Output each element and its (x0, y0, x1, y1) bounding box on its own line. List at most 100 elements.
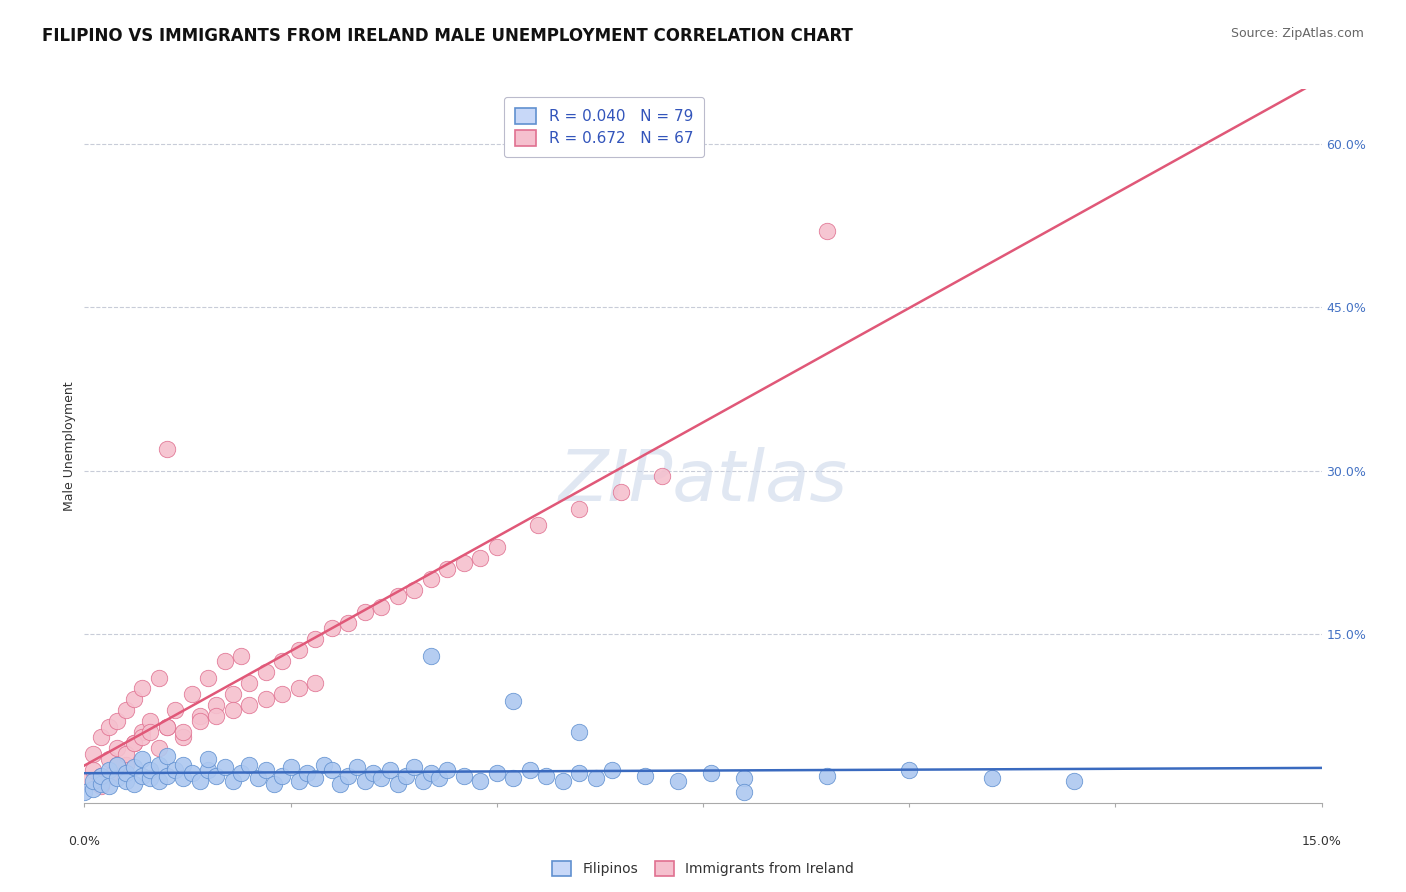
Point (404, 583, 426, 598)
Point (527, 518, 550, 533)
Point (172, 757, 194, 772)
Text: Source: ZipAtlas.com: Source: ZipAtlas.com (1230, 27, 1364, 40)
Point (329, 777, 352, 791)
Point (246, 771, 269, 785)
Point (165, 703, 187, 717)
Point (180, 687, 202, 701)
Point (295, 766, 318, 780)
Point (519, 763, 541, 777)
Text: 0.0%: 0.0% (69, 835, 100, 848)
Point (148, 741, 170, 756)
Point (470, 774, 492, 789)
Point (188, 774, 211, 789)
Point (214, 760, 236, 774)
Point (82, 781, 104, 796)
Point (98, 720, 121, 734)
Point (105, 741, 128, 756)
Point (651, 469, 673, 483)
Point (139, 771, 162, 785)
Point (172, 731, 194, 745)
Point (148, 671, 170, 685)
Point (427, 771, 450, 785)
Point (188, 714, 211, 728)
Point (172, 725, 194, 739)
Point (98, 763, 121, 777)
Point (271, 687, 294, 701)
Point (90, 768, 112, 782)
Point (73, 774, 96, 789)
Point (361, 766, 384, 780)
Point (131, 768, 153, 782)
Point (139, 714, 162, 728)
Point (412, 774, 434, 789)
Point (131, 681, 153, 696)
Point (73, 785, 96, 799)
Point (172, 771, 194, 785)
Point (288, 774, 311, 789)
Point (122, 692, 145, 706)
Point (90, 768, 112, 782)
Point (114, 766, 136, 780)
Point (131, 731, 153, 745)
Point (568, 725, 591, 739)
Point (156, 442, 179, 456)
Point (197, 671, 219, 685)
Point (353, 774, 375, 789)
Point (700, 766, 723, 780)
Point (122, 777, 145, 791)
Point (148, 774, 170, 789)
Point (634, 768, 657, 782)
Point (122, 736, 145, 750)
Point (321, 763, 343, 777)
Point (114, 757, 136, 772)
Point (568, 766, 591, 780)
Point (131, 752, 153, 766)
Point (271, 768, 294, 782)
Point (600, 763, 623, 777)
Point (98, 768, 121, 782)
Point (1063, 774, 1085, 789)
Point (82, 774, 104, 789)
Point (609, 485, 631, 500)
Point (105, 771, 128, 785)
Point (254, 763, 277, 777)
Point (156, 720, 179, 734)
Point (205, 698, 228, 712)
Point (288, 643, 311, 657)
Point (105, 757, 128, 772)
Point (419, 573, 441, 587)
Point (337, 615, 360, 630)
Point (404, 760, 426, 774)
Point (131, 725, 153, 739)
Point (90, 777, 112, 791)
Point (370, 771, 392, 785)
Point (222, 774, 245, 789)
Point (470, 550, 492, 565)
Point (205, 708, 228, 723)
Point (254, 665, 277, 679)
Point (551, 774, 574, 789)
Point (502, 771, 524, 785)
Point (98, 752, 121, 766)
Point (419, 648, 441, 663)
Point (197, 752, 219, 766)
Point (733, 771, 755, 785)
Point (98, 780, 121, 794)
Point (485, 540, 508, 554)
Text: FILIPINO VS IMMIGRANTS FROM IRELAND MALE UNEMPLOYMENT CORRELATION CHART: FILIPINO VS IMMIGRANTS FROM IRELAND MALE… (42, 27, 853, 45)
Text: 15.0%: 15.0% (1302, 835, 1341, 848)
Point (122, 736, 145, 750)
Point (387, 777, 409, 791)
Point (214, 654, 236, 668)
Point (353, 605, 375, 619)
Point (387, 589, 409, 603)
Point (419, 766, 441, 780)
Point (263, 777, 285, 791)
Point (148, 757, 170, 772)
Point (304, 771, 326, 785)
Point (436, 763, 458, 777)
Point (304, 632, 326, 647)
Legend: Filipinos, Immigrants from Ireland: Filipinos, Immigrants from Ireland (547, 855, 859, 881)
Point (485, 766, 508, 780)
Point (585, 771, 607, 785)
